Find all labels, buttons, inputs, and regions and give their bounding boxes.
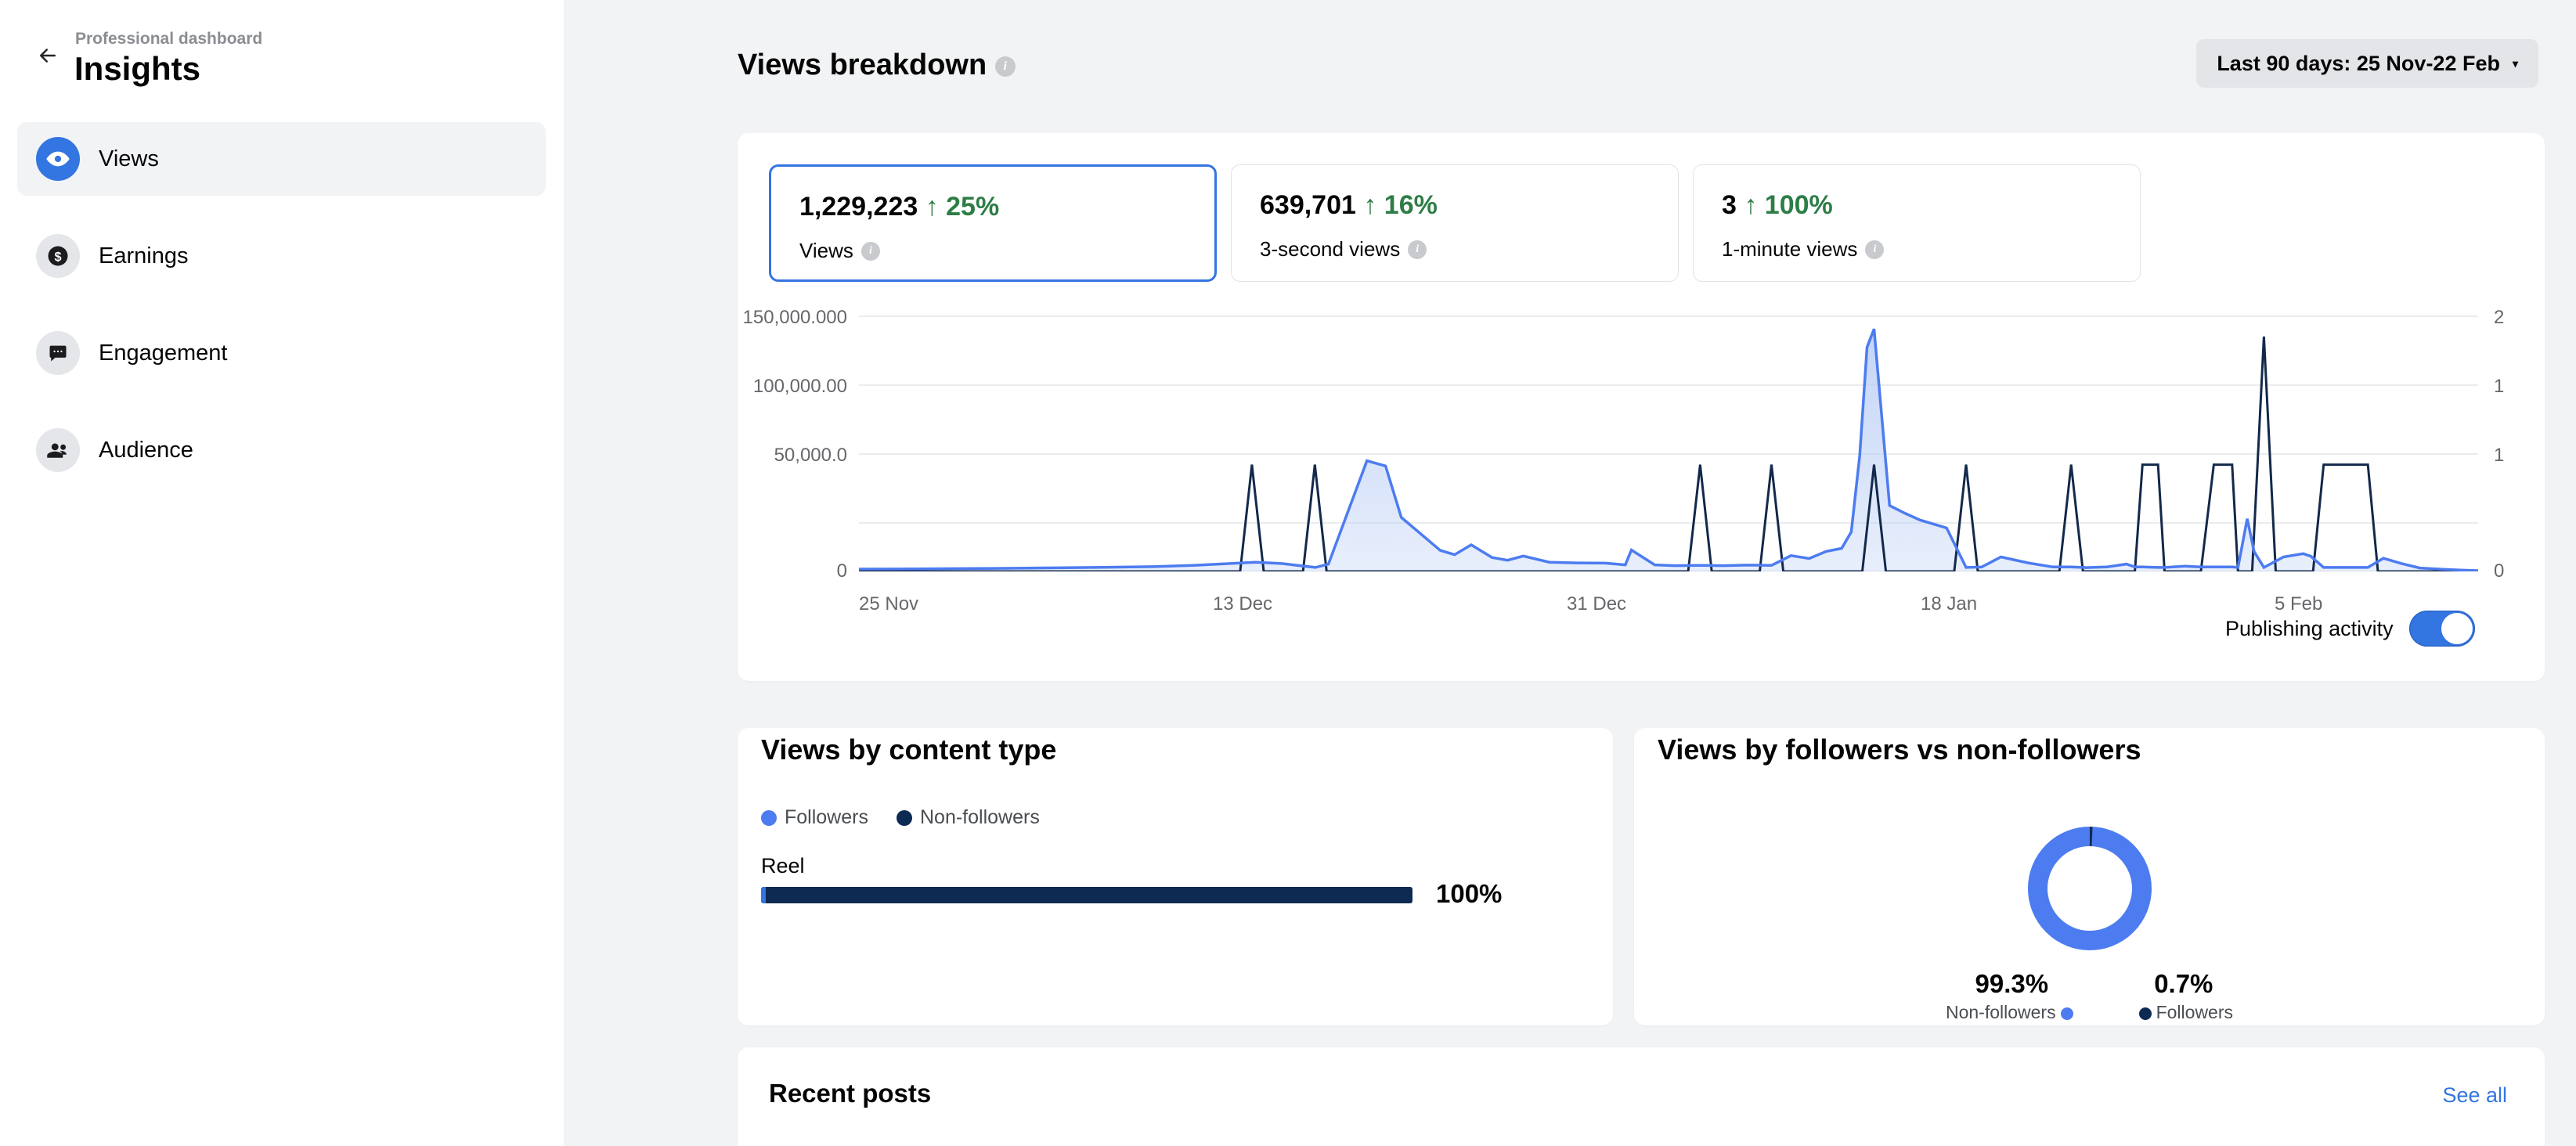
svg-text:$: $ bbox=[54, 250, 61, 264]
